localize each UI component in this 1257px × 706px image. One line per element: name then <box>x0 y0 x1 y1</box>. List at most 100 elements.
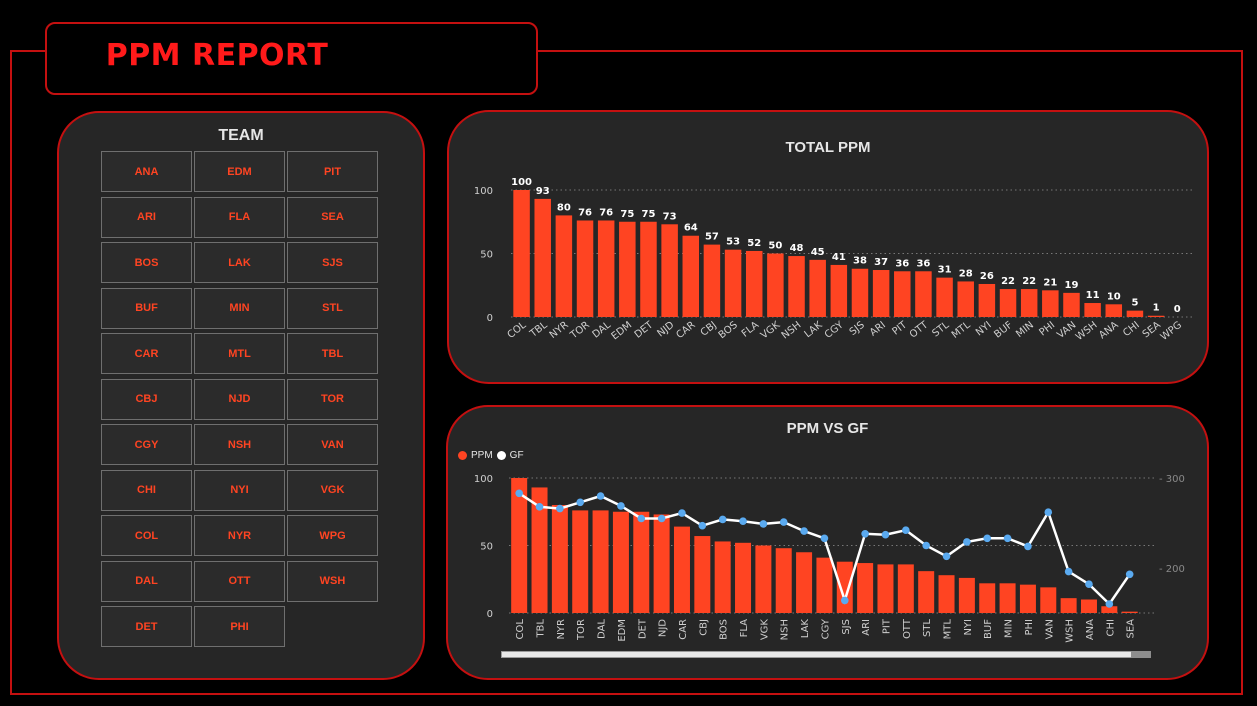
bar-wsh <box>1084 303 1101 317</box>
x-tick-label: FLA <box>739 619 750 638</box>
gf-point-sea <box>1125 570 1134 579</box>
x-tick-label: WSH <box>1065 619 1076 643</box>
team-tile-nyi[interactable]: NYI <box>194 469 285 511</box>
scrollbar-handle[interactable] <box>1131 651 1151 658</box>
bar-fla <box>745 250 763 317</box>
data-label: 0 <box>1174 304 1181 315</box>
x-tick-label: SEA <box>1126 619 1137 639</box>
gf-point-min <box>1003 534 1012 543</box>
y-tick-label: 100 <box>474 186 493 197</box>
data-label: 76 <box>578 207 592 218</box>
bar-bos <box>724 249 742 317</box>
ppm-bar-wsh <box>1060 598 1077 613</box>
ppm-bar-tbl <box>531 487 548 613</box>
team-tile-ott[interactable]: OTT <box>194 560 285 602</box>
team-tile-edm[interactable]: EDM <box>194 151 285 192</box>
team-tile-col[interactable]: COL <box>101 515 192 556</box>
team-tile-cbj[interactable]: CBJ <box>101 378 192 420</box>
gf-point-van <box>1044 508 1053 516</box>
team-tile-buf[interactable]: BUF <box>101 287 192 329</box>
team-tile-car[interactable]: CAR <box>101 333 192 374</box>
team-tile-stl[interactable]: STL <box>287 287 378 329</box>
team-tile-bos[interactable]: BOS <box>101 242 192 283</box>
data-label: 21 <box>1043 277 1057 288</box>
data-label: 48 <box>790 243 804 254</box>
bar-col <box>513 190 530 317</box>
x-tick-label: ANA <box>1085 619 1096 640</box>
team-tile-mtl[interactable]: MTL <box>194 333 285 374</box>
ppm-bar-ana <box>1080 599 1097 613</box>
x-tick-label: WSH <box>1074 320 1099 343</box>
ppm-vs-gf-legend[interactable]: PPM GF <box>458 450 524 461</box>
team-tile-ana[interactable]: ANA <box>101 151 192 192</box>
bar-tbl <box>534 198 551 317</box>
data-label: 22 <box>1022 276 1036 287</box>
x-tick-label: STL <box>922 619 933 637</box>
team-tile-fla[interactable]: FLA <box>194 196 285 238</box>
y-right-tick-label: - 200 <box>1159 564 1185 575</box>
gf-point-det <box>637 514 646 523</box>
ppm-bar-buf <box>979 583 996 613</box>
bar-mtl <box>957 281 974 317</box>
x-tick-label: NSH <box>780 619 791 640</box>
team-tile-tor[interactable]: TOR <box>287 378 378 420</box>
chart-horizontal-scrollbar[interactable] <box>501 651 1151 658</box>
team-tile-sjs[interactable]: SJS <box>287 242 378 283</box>
bar-pit <box>894 271 911 317</box>
legend-ppm-marker <box>458 451 467 460</box>
team-tile-wsh[interactable]: WSH <box>287 560 378 602</box>
team-tile-cgy[interactable]: CGY <box>101 424 192 465</box>
team-tile-chi[interactable]: CHI <box>101 469 192 511</box>
team-tile-sea[interactable]: SEA <box>287 196 378 238</box>
x-tick-label: MTL <box>943 619 954 640</box>
bar-tor <box>576 220 594 317</box>
report-title: PPM REPORT <box>105 38 329 73</box>
team-tile-njd[interactable]: NJD <box>194 378 285 420</box>
ppm-bar-det <box>633 511 650 613</box>
x-tick-label: BOS <box>717 320 740 342</box>
bar-nyr <box>555 215 573 317</box>
x-tick-label: DAL <box>591 319 614 340</box>
ppm-bar-phi <box>1019 584 1036 613</box>
x-tick-label: BUF <box>992 320 1015 341</box>
gf-point-cbj <box>698 521 707 530</box>
team-tile-pit[interactable]: PIT <box>287 151 378 192</box>
x-tick-label: PIT <box>881 618 892 634</box>
team-tile-ari[interactable]: ARI <box>101 196 192 238</box>
team-tile-tbl[interactable]: TBL <box>287 333 378 374</box>
team-tile-van[interactable]: VAN <box>287 424 378 465</box>
ppm-bar-edm <box>612 511 629 613</box>
team-tile-phi[interactable]: PHI <box>194 606 285 647</box>
x-tick-label: NJD <box>655 320 676 340</box>
bar-edm <box>619 221 636 317</box>
data-label: 31 <box>938 265 952 276</box>
x-tick-label: SEA <box>1141 320 1163 341</box>
gf-point-stl <box>922 541 930 550</box>
team-slicer-panel: TEAM ANA EDM PIT ARI FLA SEA BOS LAK SJS BUF MIN ST… <box>57 111 425 680</box>
x-tick-label: MIN <box>1014 320 1036 340</box>
team-tile-vgk[interactable]: VGK <box>287 469 378 511</box>
team-tile-nsh[interactable]: NSH <box>194 424 285 465</box>
data-label: 50 <box>768 241 782 252</box>
gf-point-chi <box>1105 600 1114 608</box>
gf-point-dal <box>596 492 605 500</box>
bar-car <box>682 235 700 317</box>
team-tile-lak[interactable]: LAK <box>194 242 285 283</box>
team-tile-min[interactable]: MIN <box>194 287 285 329</box>
bar-cbj <box>703 244 721 317</box>
team-tile-det[interactable]: DET <box>101 606 192 647</box>
team-tile-nyr[interactable]: NYR <box>194 515 285 556</box>
x-tick-label: CAR <box>678 619 689 640</box>
gf-point-col <box>515 489 523 498</box>
gf-point-car <box>678 509 686 517</box>
data-label: 76 <box>599 207 613 218</box>
gf-point-phi <box>1024 542 1032 551</box>
team-tile-wpg[interactable]: WPG <box>287 515 378 556</box>
x-tick-label: CAR <box>674 320 697 341</box>
x-tick-label: NYR <box>548 320 571 341</box>
ppm-bar-fla <box>735 542 752 613</box>
gf-point-nyi <box>963 538 971 546</box>
team-tile-dal[interactable]: DAL <box>101 560 192 602</box>
gf-point-tbl <box>535 503 544 511</box>
y-left-tick-label: 0 <box>487 609 493 620</box>
